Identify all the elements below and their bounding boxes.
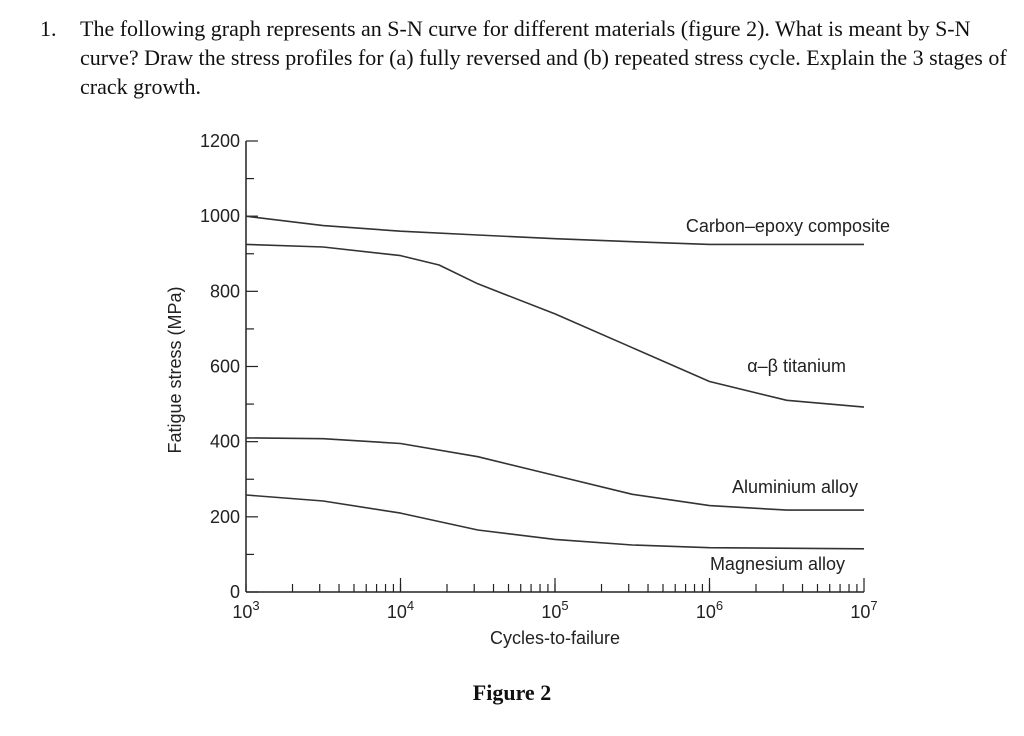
x-tick-label: 107 bbox=[850, 598, 877, 622]
x-tick-label: 104 bbox=[387, 598, 414, 622]
question-text: The following graph represents an S-N cu… bbox=[80, 16, 1007, 99]
series-label-0: Carbon–epoxy composite bbox=[686, 216, 890, 236]
series-label-1: α–β titanium bbox=[747, 356, 846, 376]
y-tick-label: 600 bbox=[210, 357, 240, 377]
figure-caption: Figure 2 bbox=[472, 680, 552, 705]
y-tick-label: 0 bbox=[230, 582, 240, 602]
series-line-3 bbox=[245, 494, 865, 550]
y-axis-label: Fatigue stress (MPa) bbox=[165, 286, 185, 453]
series-line-0 bbox=[245, 215, 864, 246]
y-tick-label: 400 bbox=[210, 432, 240, 452]
y-tick-label: 1200 bbox=[200, 131, 240, 151]
series-label-2: Aluminium alloy bbox=[732, 477, 858, 497]
series-label-3: Magnesium alloy bbox=[710, 554, 845, 574]
x-tick-label: 105 bbox=[541, 598, 568, 622]
question-number: 1. bbox=[40, 16, 57, 41]
x-tick-label: 103 bbox=[232, 598, 259, 622]
x-axis-label: Cycles-to-failure bbox=[490, 628, 620, 648]
y-tick-label: 800 bbox=[210, 281, 240, 301]
y-tick-label: 1000 bbox=[200, 206, 240, 226]
x-tick-label: 106 bbox=[696, 598, 723, 622]
series-line-2 bbox=[245, 437, 864, 511]
series-line-1 bbox=[245, 243, 865, 408]
y-tick-label: 200 bbox=[210, 507, 240, 527]
